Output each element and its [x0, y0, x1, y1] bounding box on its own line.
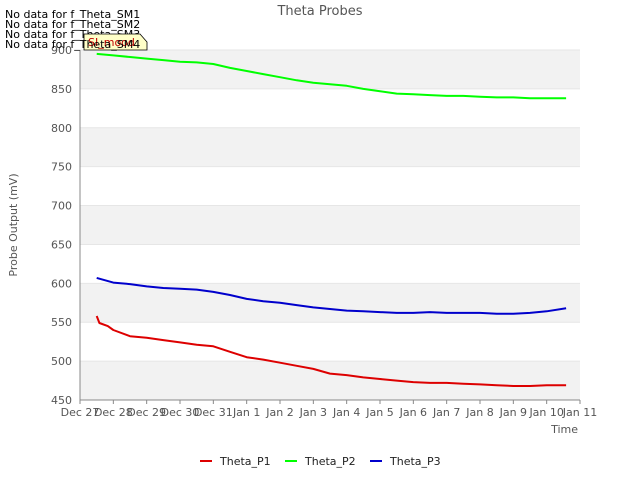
- y-tick-550: 550: [51, 316, 72, 329]
- grid-lines: [80, 49, 580, 401]
- axes: [79, 50, 580, 401]
- legend: Theta_P1 Theta_P2 Theta_P3: [200, 455, 441, 468]
- background-bands: [80, 50, 580, 400]
- legend-label-Theta_P3: Theta_P3: [389, 455, 441, 468]
- band-650: [80, 205, 580, 245]
- x-tick-14: Jan 10: [528, 406, 563, 419]
- y-tick-600: 600: [51, 277, 72, 290]
- x-tick-12: Jan 8: [465, 406, 493, 419]
- y-tick-800: 800: [51, 122, 72, 135]
- legend-label-Theta_P2: Theta_P2: [304, 455, 356, 468]
- x-tick-10: Jan 6: [399, 406, 427, 419]
- band-750: [80, 127, 580, 167]
- x-tick-9: Jan 5: [365, 406, 393, 419]
- y-tick-700: 700: [51, 200, 72, 213]
- chart-title: Theta Probes: [276, 4, 362, 19]
- no-data-message-sm2: No data for f_Theta_SM2: [5, 18, 140, 31]
- y-axis-title: Probe Output (mV): [7, 173, 20, 276]
- series-line-Theta_P2: [96, 52, 567, 100]
- annotation-background: [83, 33, 148, 51]
- no-data-message-sm1: No data for f_Theta_SM1: [5, 8, 140, 21]
- y-tick-500: 500: [51, 355, 72, 368]
- no-data-message-sm4: No data for f_Theta_SM4: [5, 38, 140, 51]
- annotation-text: SI_mood: [88, 36, 135, 49]
- x-tick-5: Jan 1: [232, 406, 260, 419]
- y-tick-750: 750: [51, 161, 72, 174]
- x-tick-6: Jan 2: [265, 406, 293, 419]
- x-tick-13: Jan 9: [499, 406, 527, 419]
- band-450: [80, 361, 580, 400]
- x-tick-11: Jan 7: [432, 406, 460, 419]
- annotation-box: SI_mood: [83, 33, 148, 51]
- x-tick-15: Jan 11: [562, 406, 597, 419]
- x-tick-1: Dec 28: [94, 406, 133, 419]
- series-line-Theta_P1: [95, 315, 567, 387]
- y-tick-labels: 450 500 550 600 650 700 750 800 850 900: [51, 44, 72, 407]
- y-tick-900: 900: [51, 44, 72, 57]
- series-line-Theta_P3: [96, 276, 567, 315]
- y-tick-850: 850: [51, 83, 72, 96]
- series-lines: [95, 52, 567, 387]
- y-tick-450: 450: [51, 394, 72, 407]
- legend-label-Theta_P1: Theta_P1: [219, 455, 271, 468]
- x-tick-0: Dec 27: [61, 406, 100, 419]
- x-axis-title: Time: [550, 423, 578, 436]
- band-550: [80, 283, 580, 323]
- y-tick-650: 650: [51, 238, 72, 251]
- x-tick-3: Dec 30: [161, 406, 200, 419]
- x-tick-2: Dec 29: [127, 406, 166, 419]
- x-tick-4: Dec 31: [194, 406, 233, 419]
- band-850: [80, 50, 580, 89]
- x-tick-8: Jan 4: [332, 406, 360, 419]
- x-tick-7: Jan 3: [299, 406, 327, 419]
